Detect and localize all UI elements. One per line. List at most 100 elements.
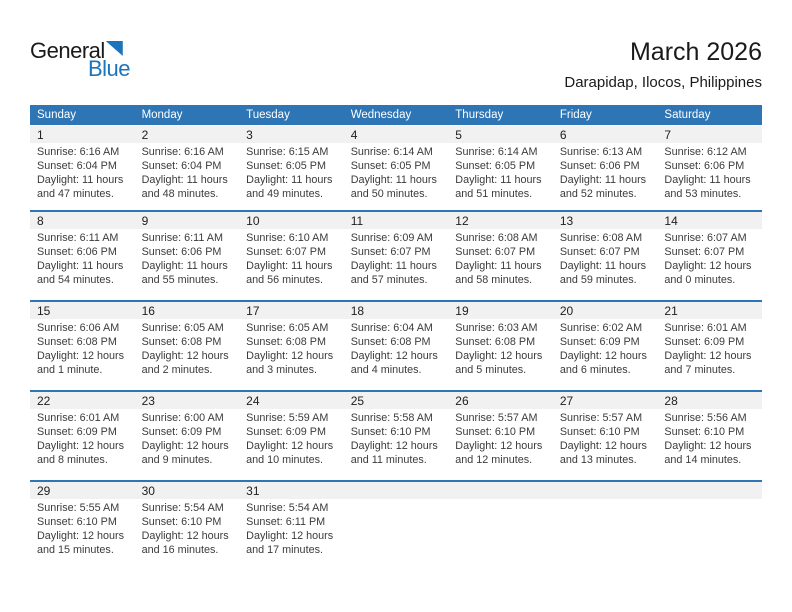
day-cell-empty xyxy=(657,482,762,570)
day-number: 12 xyxy=(455,214,469,228)
daylight-line2-text: and 2 minutes. xyxy=(141,363,213,376)
sunrise-text: Sunrise: 6:07 AM xyxy=(664,232,747,244)
day-info: Sunrise: 6:08 AM Sunset: 6:07 PM Daylight:… xyxy=(448,229,553,288)
day-info: Sunrise: 5:56 AM Sunset: 6:10 PM Daylight:… xyxy=(657,409,762,468)
day-number-band: 12 xyxy=(448,212,553,229)
day-info: Sunrise: 6:08 AM Sunset: 6:07 PM Daylight:… xyxy=(553,229,658,288)
day-info: Sunrise: 6:12 AM Sunset: 6:06 PM Daylight:… xyxy=(657,143,762,202)
daylight-line2-text: and 49 minutes. xyxy=(246,187,323,200)
week-row-1: 1 Sunrise: 6:16 AM Sunset: 6:04 PM Daylight… xyxy=(30,126,762,210)
day-cell-8: 8 Sunrise: 6:11 AM Sunset: 6:06 PM Daylight… xyxy=(30,212,135,300)
daylight-line2-text: and 5 minutes. xyxy=(455,363,527,376)
sunset-text: Sunset: 6:09 PM xyxy=(141,425,222,438)
daylight-line1-text: Daylight: 11 hours xyxy=(350,173,437,186)
daylight-line2-text: and 48 minutes. xyxy=(141,187,219,200)
day-info: Sunrise: 5:58 AM Sunset: 6:10 PM Daylight:… xyxy=(344,409,449,468)
day-number-band: 18 xyxy=(343,302,449,319)
daylight-line1-text: Daylight: 11 hours xyxy=(455,259,542,272)
day-number-band: 27 xyxy=(552,392,658,409)
day-cell-4: 4 Sunrise: 6:14 AM Sunset: 6:05 PM Daylight… xyxy=(343,126,449,210)
day-info: Sunrise: 6:07 AM Sunset: 6:07 PM Daylight:… xyxy=(657,229,762,288)
day-number-band: 3 xyxy=(239,126,344,143)
daylight-line2-text: and 59 minutes. xyxy=(559,273,637,286)
daylight-line2-text: and 54 minutes. xyxy=(37,273,114,286)
day-cell-9: 9 Sunrise: 6:11 AM Sunset: 6:06 PM Daylight… xyxy=(134,212,240,300)
daylight-line2-text: and 47 minutes. xyxy=(37,187,114,200)
day-number-band: 8 xyxy=(30,212,135,229)
day-cell-26: 26 Sunrise: 5:57 AM Sunset: 6:10 PM Dayligh… xyxy=(448,392,553,480)
day-cell-23: 23 Sunrise: 6:00 AM Sunset: 6:09 PM Dayligh… xyxy=(134,392,240,480)
sunrise-text: Sunrise: 6:05 AM xyxy=(141,322,224,334)
daylight-line1-text: Daylight: 11 hours xyxy=(37,259,124,272)
sunrise-text: Sunrise: 6:12 AM xyxy=(664,146,747,158)
daylight-line1-text: Daylight: 12 hours xyxy=(664,439,752,452)
day-cell-28: 28 Sunrise: 5:56 AM Sunset: 6:10 PM Dayligh… xyxy=(657,392,762,480)
day-number-band: 19 xyxy=(448,302,553,319)
sunrise-text: Sunrise: 5:54 AM xyxy=(141,502,224,514)
sunrise-text: Sunrise: 6:14 AM xyxy=(455,146,538,158)
day-number-band: 6 xyxy=(552,126,658,143)
sunrise-text: Sunrise: 6:08 AM xyxy=(559,232,643,244)
day-number-band: 25 xyxy=(343,392,449,409)
day-info: Sunrise: 6:06 AM Sunset: 6:08 PM Daylight:… xyxy=(30,319,135,378)
daylight-line2-text: and 16 minutes. xyxy=(141,543,219,556)
day-info: Sunrise: 6:01 AM Sunset: 6:09 PM Daylight:… xyxy=(657,319,762,378)
calendar-table: Sunday Monday Tuesday Wednesday Thursday Frid… xyxy=(30,105,762,570)
title-block: March 2026 Darapidap, Ilocos, Philippine… xyxy=(564,38,762,91)
general-blue-logo: General Blue xyxy=(30,40,131,80)
day-cell-13: 13 Sunrise: 6:08 AM Sunset: 6:07 PM Dayligh… xyxy=(552,212,658,300)
day-cell-14: 14 Sunrise: 6:07 AM Sunset: 6:07 PM Dayligh… xyxy=(657,212,762,300)
sunset-text: Sunset: 6:08 PM xyxy=(455,335,536,348)
calendar-weeks: 1 Sunrise: 6:16 AM Sunset: 6:04 PM Daylight… xyxy=(30,126,762,570)
day-number-band: 28 xyxy=(657,392,762,409)
day-number: 18 xyxy=(350,304,365,318)
daylight-line2-text: and 13 minutes. xyxy=(559,453,637,466)
day-cell-16: 16 Sunrise: 6:05 AM Sunset: 6:08 PM Dayligh… xyxy=(134,302,240,390)
day-info: Sunrise: 6:11 AM Sunset: 6:06 PM Daylight:… xyxy=(30,229,135,288)
sunset-text: Sunset: 6:07 PM xyxy=(350,245,431,258)
sunrise-text: Sunrise: 6:01 AM xyxy=(37,412,120,424)
sunset-text: Sunset: 6:06 PM xyxy=(559,159,640,172)
day-number: 28 xyxy=(664,394,678,408)
day-number-band: 1 xyxy=(30,126,135,143)
sunset-text: Sunset: 6:08 PM xyxy=(141,335,222,348)
day-number: 1 xyxy=(37,128,44,142)
sunrise-text: Sunrise: 5:57 AM xyxy=(559,412,643,424)
day-number-band: 13 xyxy=(552,212,658,229)
sunset-text: Sunset: 6:06 PM xyxy=(141,245,222,258)
sunset-text: Sunset: 6:10 PM xyxy=(559,425,640,438)
daylight-line2-text: and 52 minutes. xyxy=(559,187,637,200)
day-number: 8 xyxy=(37,214,44,228)
sunset-text: Sunset: 6:04 PM xyxy=(37,159,117,172)
day-number-band: 31 xyxy=(239,482,344,499)
day-info: Sunrise: 5:55 AM Sunset: 6:10 PM Daylight:… xyxy=(30,499,135,558)
daylight-line1-text: Daylight: 11 hours xyxy=(455,173,542,186)
sunrise-text: Sunrise: 6:00 AM xyxy=(141,412,224,424)
sunrise-text: Sunrise: 5:58 AM xyxy=(350,412,433,424)
daylight-line2-text: and 7 minutes. xyxy=(664,363,736,376)
daylight-line2-text: and 0 minutes. xyxy=(664,273,736,286)
logo-triangle-icon xyxy=(105,41,123,56)
sunset-text: Sunset: 6:04 PM xyxy=(141,159,222,172)
daylight-line2-text: and 53 minutes. xyxy=(664,187,742,200)
day-number: 4 xyxy=(350,128,358,142)
sunset-text: Sunset: 6:10 PM xyxy=(141,515,222,528)
day-number: 15 xyxy=(37,304,51,318)
day-cell-17: 17 Sunrise: 6:05 AM Sunset: 6:08 PM Dayligh… xyxy=(239,302,344,390)
sunset-text: Sunset: 6:05 PM xyxy=(350,159,431,172)
week-row-3: 15 Sunrise: 6:06 AM Sunset: 6:08 PM Dayligh… xyxy=(30,300,762,390)
day-number: 2 xyxy=(141,128,149,142)
daylight-line1-text: Daylight: 11 hours xyxy=(141,173,228,186)
week-row-4: 22 Sunrise: 6:01 AM Sunset: 6:09 PM Dayligh… xyxy=(30,390,762,480)
day-cell-empty xyxy=(552,482,658,570)
sunrise-text: Sunrise: 6:13 AM xyxy=(559,146,643,158)
daylight-line2-text: and 51 minutes. xyxy=(455,187,533,200)
daylight-line2-text: and 1 minute. xyxy=(37,363,103,376)
day-cell-25: 25 Sunrise: 5:58 AM Sunset: 6:10 PM Dayligh… xyxy=(343,392,449,480)
day-number-band: 20 xyxy=(552,302,658,319)
sunrise-text: Sunrise: 6:06 AM xyxy=(37,322,120,334)
sunset-text: Sunset: 6:05 PM xyxy=(455,159,536,172)
day-cell-27: 27 Sunrise: 5:57 AM Sunset: 6:10 PM Dayligh… xyxy=(552,392,658,480)
week-row-2: 8 Sunrise: 6:11 AM Sunset: 6:06 PM Daylight… xyxy=(30,210,762,300)
day-cell-11: 11 Sunrise: 6:09 AM Sunset: 6:07 PM Dayligh… xyxy=(343,212,449,300)
